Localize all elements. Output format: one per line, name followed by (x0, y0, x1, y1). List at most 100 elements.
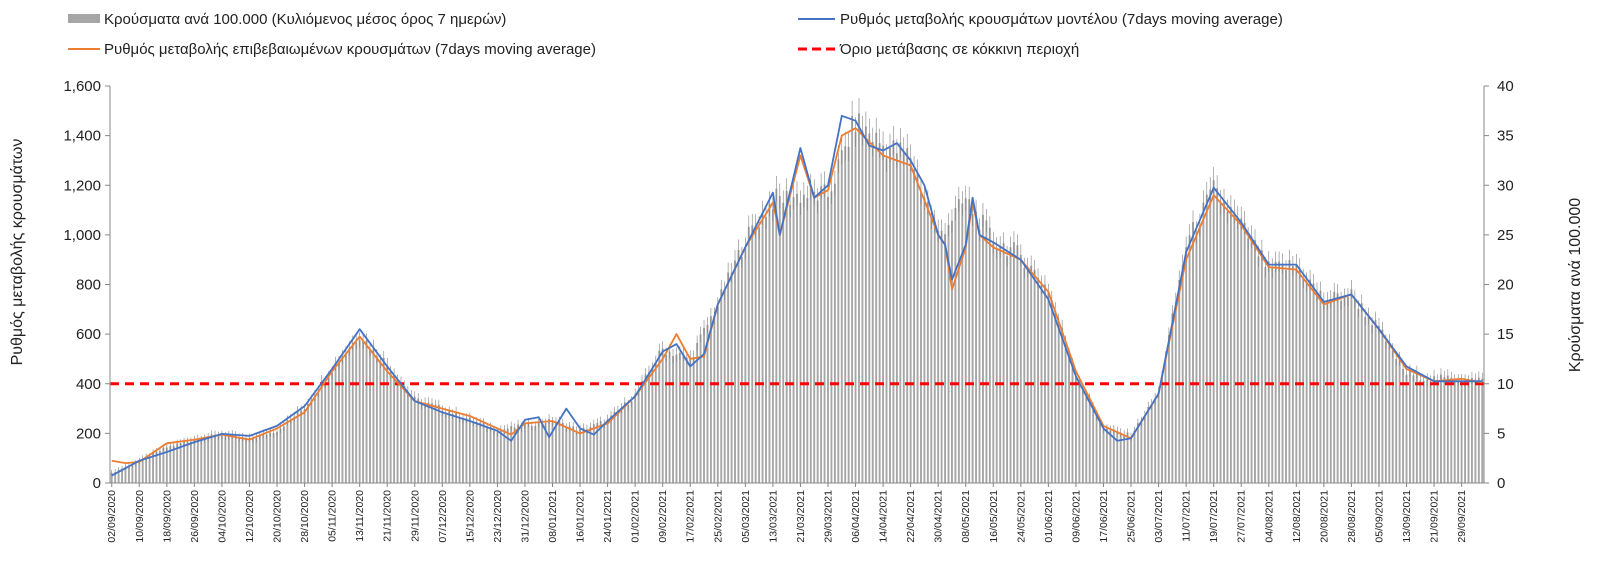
bar (382, 357, 385, 483)
bar (1112, 429, 1115, 483)
y-tick-label-right: 15 (1497, 326, 1514, 343)
bar (1343, 297, 1346, 483)
bar (1229, 207, 1232, 483)
bar (1422, 380, 1425, 483)
bar (899, 142, 902, 483)
bar (338, 362, 340, 483)
bar (592, 424, 595, 483)
bar (1130, 437, 1132, 483)
bar (1085, 395, 1088, 483)
y-tick-label-left: 1,600 (63, 78, 101, 95)
bar (703, 328, 705, 483)
bar (138, 461, 141, 483)
bar (344, 353, 347, 483)
bar (1105, 428, 1108, 483)
bar (1050, 299, 1053, 483)
bar (920, 191, 922, 483)
bar (1037, 278, 1039, 483)
bar (1081, 389, 1084, 483)
x-tick-label: 09/06/2021 (1070, 490, 1082, 543)
bar (1309, 279, 1312, 483)
bar (1109, 430, 1112, 483)
bar (369, 349, 371, 483)
bar (1467, 381, 1470, 483)
bar (1219, 202, 1222, 484)
bar (1353, 298, 1356, 483)
bar (613, 411, 616, 483)
bar (689, 357, 692, 483)
bar (372, 346, 375, 483)
legend: Κρούσματα ανά 100.000 (Κυλιόμενος μέσος … (68, 11, 1283, 58)
bar (637, 389, 640, 483)
bar (351, 342, 354, 483)
bar (1212, 180, 1215, 483)
bar (424, 402, 427, 483)
bar (1126, 432, 1129, 483)
y-axis-left-title: Ρυθμός μεταβολής κρουσμάτων (9, 139, 26, 366)
bar (1033, 269, 1036, 483)
bar (596, 422, 599, 483)
bar (465, 418, 468, 483)
bar (1157, 392, 1160, 483)
bar (293, 416, 296, 483)
bar (995, 247, 998, 483)
bar (1322, 301, 1325, 483)
bar (455, 411, 458, 483)
bar (585, 429, 588, 483)
bar (458, 417, 461, 483)
bar (1298, 268, 1301, 483)
bar (1360, 303, 1363, 483)
bar (1409, 371, 1411, 483)
bar (1247, 238, 1250, 483)
bar (723, 290, 726, 483)
bar (988, 227, 991, 483)
bar (737, 250, 740, 483)
bar (775, 188, 778, 483)
bar (431, 403, 433, 483)
bar (124, 467, 127, 483)
bar (1143, 415, 1146, 483)
bar (313, 395, 316, 483)
bar (665, 354, 668, 483)
bar (820, 186, 823, 483)
x-tick-label: 04/08/2021 (1263, 490, 1275, 543)
x-tick-label: 07/12/2020 (437, 490, 449, 543)
y-tick-label-right: 20 (1497, 277, 1514, 294)
bar (1013, 242, 1015, 483)
bar (396, 380, 399, 483)
bar (1243, 222, 1246, 483)
bar (696, 342, 699, 483)
bar (1167, 335, 1170, 483)
bar (916, 172, 919, 483)
y-axis-right-title: Κρούσματα ανά 100.000 (1567, 198, 1584, 372)
bar (913, 169, 916, 483)
bar (947, 224, 950, 484)
x-tick-label: 31/12/2020 (520, 490, 532, 543)
lines-group (110, 114, 1484, 477)
bar (1340, 300, 1343, 483)
bar (599, 421, 602, 483)
bar (1181, 264, 1184, 483)
bar (1395, 359, 1398, 483)
bar (1064, 342, 1067, 483)
bar (220, 434, 223, 483)
bar (269, 432, 272, 483)
bar (858, 113, 860, 484)
bar (830, 191, 833, 483)
bar (978, 229, 981, 483)
legend-label-model: Ρυθμός μεταβολής κρουσμάτων μοντέλου (7d… (840, 11, 1283, 28)
bar (992, 242, 995, 483)
x-tick-label: 16/05/2021 (988, 490, 1000, 543)
bar (1023, 267, 1026, 483)
bar (241, 437, 244, 483)
bar (1367, 316, 1370, 483)
bars-group (110, 97, 1484, 484)
bar (196, 438, 199, 483)
bar (909, 158, 912, 483)
bar (871, 142, 874, 484)
bar (441, 410, 444, 483)
bar (1474, 379, 1477, 483)
bar (1099, 422, 1101, 483)
bar (951, 220, 953, 483)
